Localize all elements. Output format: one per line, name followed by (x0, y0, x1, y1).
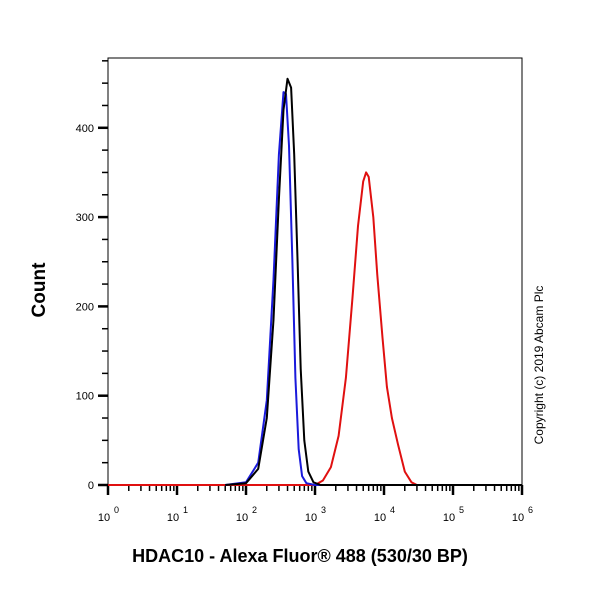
y-tick-label: 0 (88, 480, 94, 492)
y-tick-label: 100 (76, 391, 94, 403)
svg-text:0: 0 (114, 505, 119, 515)
svg-text:3: 3 (321, 505, 326, 515)
y-tick-label: 400 (76, 123, 94, 135)
histogram-series (108, 77, 522, 486)
histogram-line-1a1adb (225, 91, 522, 486)
y-tick-label: 300 (76, 212, 94, 224)
svg-text:1: 1 (183, 505, 188, 515)
histogram-line-e01010 (108, 171, 522, 486)
x-tick-label: 10 (305, 512, 317, 524)
y-axis-title-text: Count (29, 262, 50, 318)
x-axis: 10 0 10 1 10 2 10 3 10 4 10 5 10 6 (98, 485, 533, 524)
y-tick-label: 200 (76, 301, 94, 313)
y-axis-title: Count (20, 263, 60, 318)
x-tick-label: 10 (236, 512, 248, 524)
plot-frame (107, 57, 523, 486)
x-tick-label: 10 (98, 512, 110, 524)
histogram-line-000000 (225, 77, 522, 486)
svg-text:5: 5 (459, 505, 464, 515)
copyright-text: Copyright (c) 2019 Abcam Plc (532, 285, 546, 445)
svg-text:2: 2 (252, 505, 257, 515)
x-tick-label: 10 (443, 512, 455, 524)
svg-text:6: 6 (528, 505, 533, 515)
x-tick-label: 10 (512, 512, 524, 524)
copyright-notice: Copyright (c) 2019 Abcam Plc (527, 240, 551, 490)
x-axis-title: HDAC10 - Alexa Fluor® 488 (530/30 BP) (132, 546, 468, 566)
svg-text:4: 4 (390, 505, 395, 515)
x-tick-label: 10 (167, 512, 179, 524)
x-tick-label: 10 (374, 512, 386, 524)
y-axis: 0 100 200 300 400 (76, 60, 108, 492)
